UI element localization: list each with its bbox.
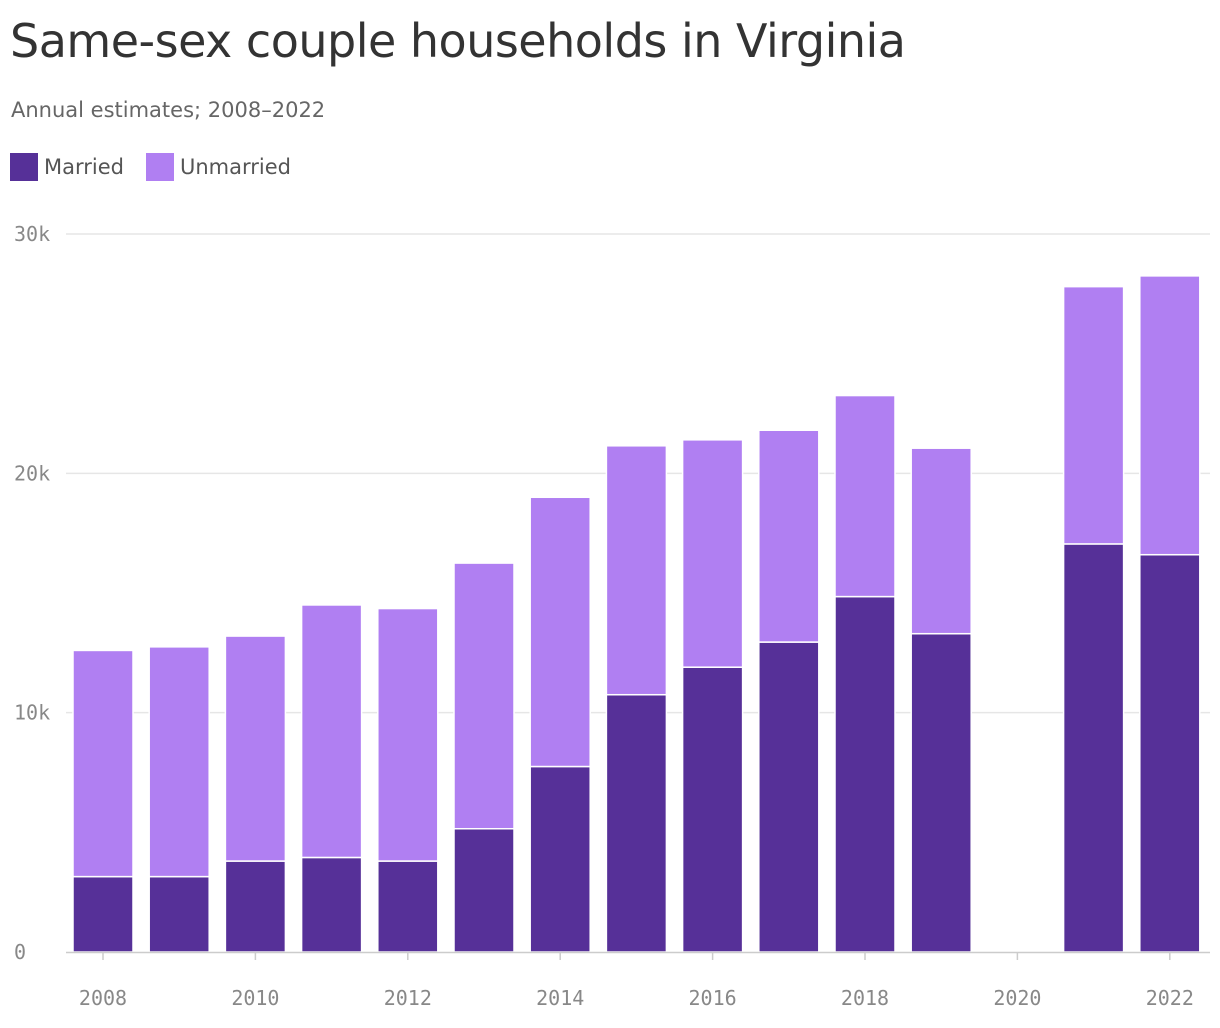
bar-unmarried-2018 <box>834 394 896 598</box>
y-tick-label-20k: 20k <box>14 461 50 485</box>
bar-unmarried-2022 <box>1139 275 1201 556</box>
bar-married-2013 <box>453 827 515 953</box>
bar-unmarried-2012 <box>377 607 439 862</box>
bar-married-2012 <box>377 860 439 953</box>
bar-married-2018 <box>834 595 896 953</box>
bar-married-2017 <box>758 641 820 953</box>
y-tick-label-10k: 10k <box>14 701 50 725</box>
bar-unmarried-2014 <box>529 496 591 768</box>
bar-unmarried-2019 <box>910 447 972 635</box>
bar-unmarried-2016 <box>681 439 744 668</box>
legend-label-unmarried: Unmarried <box>179 155 291 179</box>
bar-unmarried-2009 <box>148 646 210 878</box>
y-tick-label-0: 0 <box>14 940 26 964</box>
bar-layer <box>72 275 1201 953</box>
bar-unmarried-2013 <box>453 562 515 830</box>
x-tick-label-2022: 2022 <box>1146 986 1194 1010</box>
x-tick-label-2020: 2020 <box>993 986 1041 1010</box>
axis-layer: 0 10k 20k 30k 2008 2010 2012 2014 2016 2018 2020 20… <box>14 222 1210 1010</box>
legend-swatch-married <box>10 153 38 181</box>
legend-label-married: Married <box>44 155 124 179</box>
bar-unmarried-2015 <box>605 445 668 696</box>
bar-married-2008 <box>72 875 134 953</box>
x-tick-label-2010: 2010 <box>231 986 279 1010</box>
bar-unmarried-2011 <box>300 604 363 859</box>
bar-married-2015 <box>605 693 668 953</box>
x-tick-label-2014: 2014 <box>536 986 584 1010</box>
legend-swatch-unmarried <box>145 153 174 181</box>
bar-unmarried-2021 <box>1062 285 1125 545</box>
bar-married-2014 <box>529 765 591 953</box>
x-tick-label-2008: 2008 <box>79 986 127 1010</box>
bar-married-2010 <box>224 860 287 953</box>
bar-married-2011 <box>300 856 363 953</box>
bar-married-2022 <box>1139 553 1201 953</box>
bar-unmarried-2017 <box>758 429 820 643</box>
y-tick-label-30k: 30k <box>14 222 50 246</box>
bar-unmarried-2010 <box>224 635 287 862</box>
chart-legend: Married Unmarried <box>10 153 291 181</box>
legend-item-unmarried: Unmarried <box>145 153 291 181</box>
bar-married-2021 <box>1062 543 1125 953</box>
bar-married-2009 <box>148 875 210 953</box>
legend-item-married: Married <box>10 153 124 181</box>
x-tick-label-2016: 2016 <box>689 986 737 1010</box>
chart-title: Same-sex couple households in Virginia <box>10 14 906 68</box>
x-tick-label-2018: 2018 <box>841 986 889 1010</box>
chart-subtitle: Annual estimates; 2008–2022 <box>11 98 326 122</box>
x-tick-label-2012: 2012 <box>384 986 432 1010</box>
bar-married-2019 <box>910 632 972 953</box>
bar-married-2016 <box>681 666 744 953</box>
bar-unmarried-2008 <box>72 649 134 878</box>
